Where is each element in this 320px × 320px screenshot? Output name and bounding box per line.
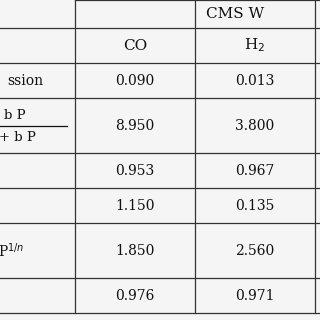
Text: 1.150: 1.150 — [115, 198, 155, 212]
Text: ssion: ssion — [7, 74, 43, 87]
Text: 0.135: 0.135 — [235, 198, 275, 212]
Text: CMS W: CMS W — [206, 7, 264, 21]
Text: H$_2$: H$_2$ — [244, 37, 266, 54]
Text: 0.090: 0.090 — [116, 74, 155, 87]
Text: 0.013: 0.013 — [235, 74, 275, 87]
Text: 3.800: 3.800 — [236, 118, 275, 132]
Text: 8.950: 8.950 — [116, 118, 155, 132]
Text: + b P: + b P — [0, 131, 36, 144]
Text: 0.953: 0.953 — [116, 164, 155, 178]
Text: CO: CO — [123, 38, 147, 52]
Text: 1.850: 1.850 — [115, 244, 155, 258]
Text: 0.976: 0.976 — [115, 289, 155, 302]
Text: 2.560: 2.560 — [236, 244, 275, 258]
Text: 0.971: 0.971 — [235, 289, 275, 302]
Text: 0.967: 0.967 — [235, 164, 275, 178]
Text: P$^{1/n}$: P$^{1/n}$ — [0, 241, 24, 260]
Text: b P: b P — [4, 109, 26, 122]
